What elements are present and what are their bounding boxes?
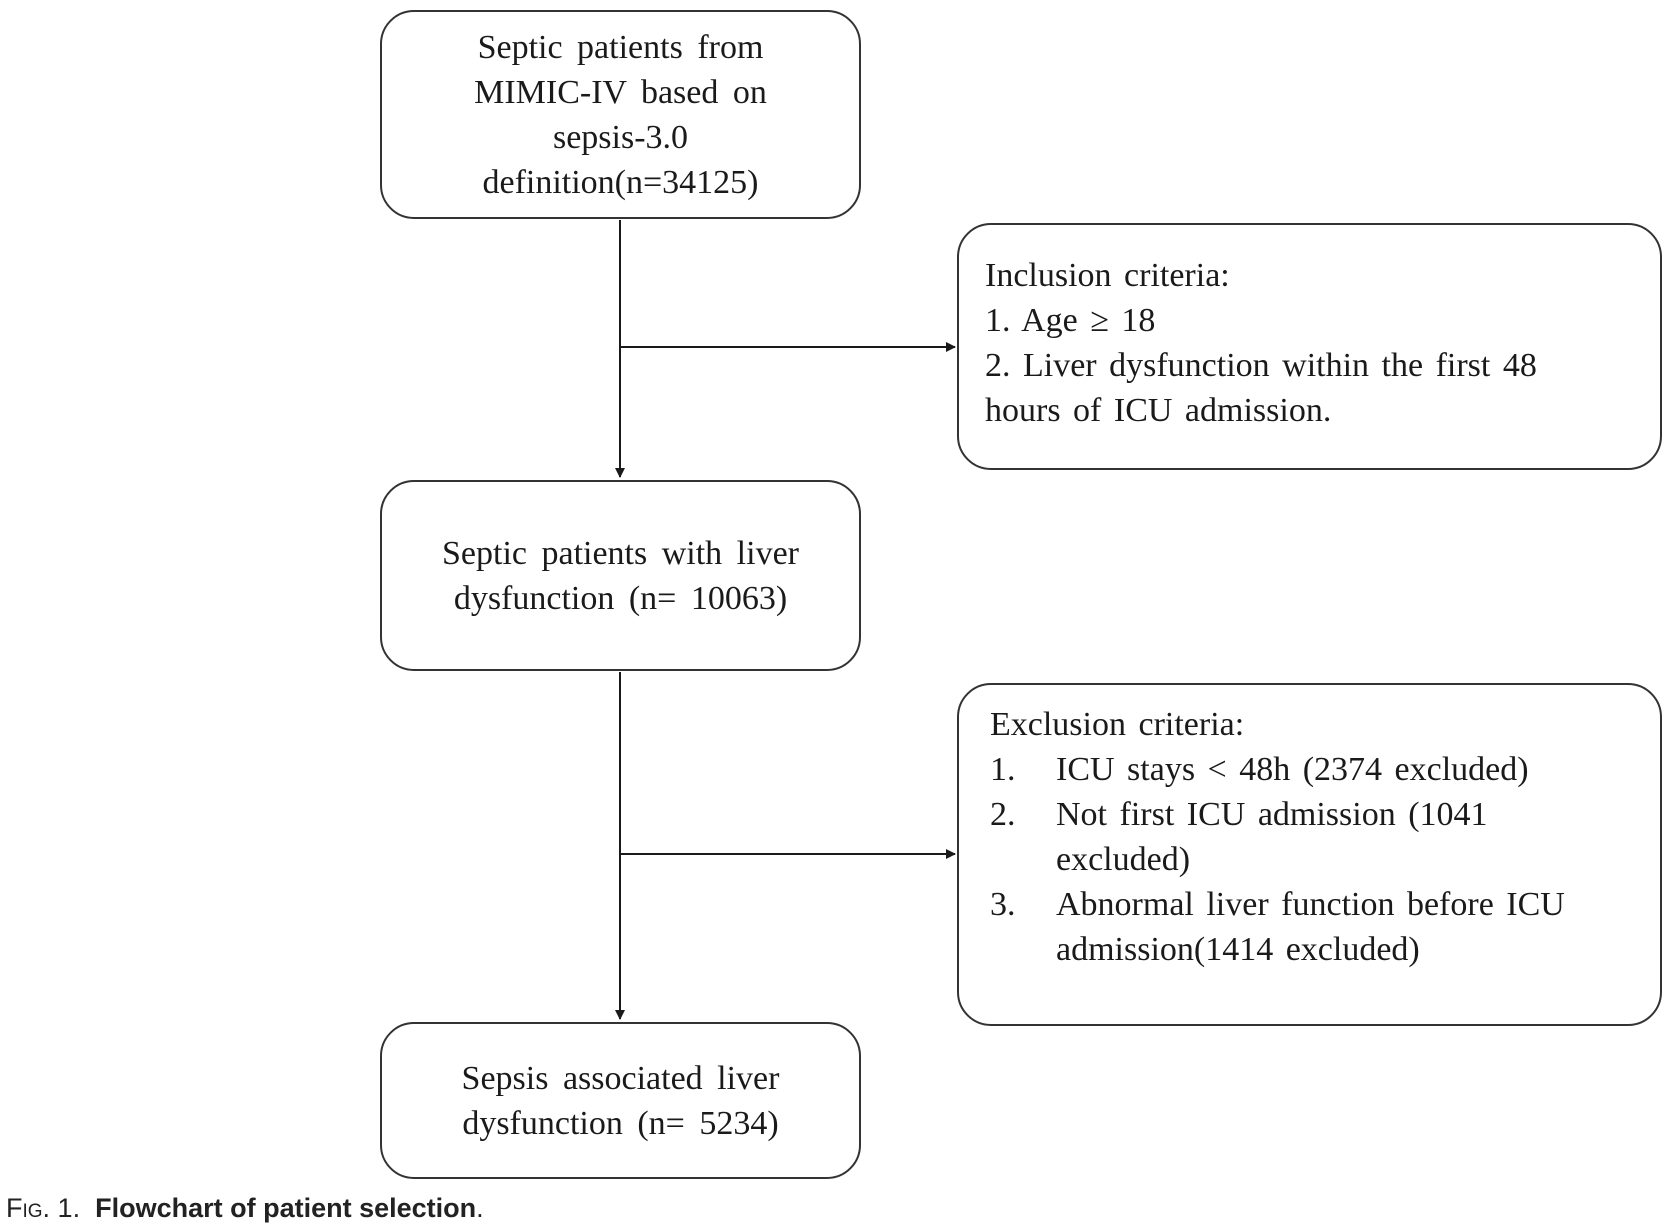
box-text-line: dysfunction (n= 10063) [453,579,788,617]
figure-label: Fig. 1. [6,1193,81,1223]
figure-title: Flowchart of patient selection [95,1193,477,1223]
box-exclusion-criteria: Exclusion criteria: 1. ICU stays < 48h (… [957,683,1662,1026]
exclusion-heading: Exclusion criteria: [990,706,1245,743]
box-septic-liver-dysfunction: Septic patients with liver dysfunction (… [380,480,861,671]
inclusion-heading: Inclusion criteria: [985,257,1230,294]
box-text-line: Septic patients with liver [442,534,799,572]
exclusion-item-line: excluded) [1056,841,1191,878]
exclusion-item: 1. ICU stays < 48h (2374 excluded) [990,747,1660,792]
exclusion-item-number: 3. [990,886,1016,923]
box-text-line: Septic patients from [477,28,764,66]
exclusion-item-line: Abnormal liver function before ICU [1056,886,1565,923]
box-inclusion-criteria: Inclusion criteria: 1. Age ≥ 18 2. Liver… [957,223,1662,470]
exclusion-item-number: 2. [990,796,1016,833]
figure-caption: Fig. 1. Flowchart of patient selection. [6,1192,484,1224]
exclusion-item-text: Not first ICU admission (1041 excluded) [1056,792,1488,882]
exclusion-item: 2. Not first ICU admission (1041 exclude… [990,792,1660,882]
exclusion-item: 3. Abnormal liver function before ICU ad… [990,882,1660,972]
box-text-line: definition(n=34125) [482,163,759,201]
inclusion-item: hours of ICU admission. [985,392,1332,429]
box-text-line: dysfunction (n= 5234) [462,1104,779,1142]
inclusion-item: 1. Age ≥ 18 [985,302,1156,339]
exclusion-item-line: ICU stays < 48h (2374 excluded) [1056,751,1529,788]
box-text-line: sepsis-3.0 [552,118,689,156]
exclusion-item-line: Not first ICU admission (1041 [1056,796,1488,833]
box-text-line: MIMIC-IV based on [474,73,767,111]
exclusion-item-text: Abnormal liver function before ICU admis… [1056,882,1565,972]
exclusion-item-number: 1. [990,751,1016,788]
exclusion-item-line: admission(1414 excluded) [1056,931,1420,968]
inclusion-item: 2. Liver dysfunction within the first 48 [985,347,1537,384]
box-septic-patients-mimic: Septic patients from MIMIC-IV based on s… [380,10,861,219]
box-sepsis-associated-liver-dysfunction: Sepsis associated liver dysfunction (n= … [380,1022,861,1179]
exclusion-item-text: ICU stays < 48h (2374 excluded) [1056,747,1529,792]
box-text-line: Sepsis associated liver [461,1059,780,1097]
caption-period: . [476,1193,484,1223]
